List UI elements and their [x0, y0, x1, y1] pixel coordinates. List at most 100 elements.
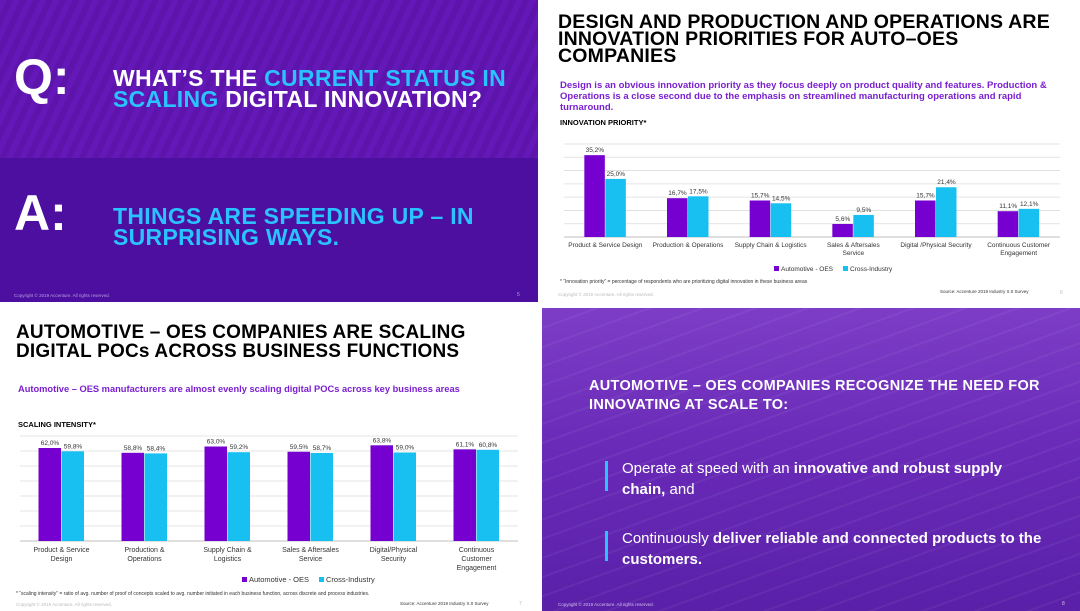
question-post: DIGITAL INNOVATION?: [218, 86, 483, 112]
scaling-intensity-chart: 62,0% 59,8% Product & Service Design 58,8% 58…: [20, 435, 518, 584]
bar: [453, 449, 476, 541]
bar: [144, 453, 167, 541]
legend-swatch: [242, 577, 247, 582]
bar: [997, 211, 1019, 237]
slide-subtitle: Design is an obvious innovation priority…: [560, 80, 1047, 113]
bar: [204, 446, 227, 541]
background-texture: [542, 308, 1080, 611]
bar: [688, 196, 709, 237]
chart-title: INNOVATION PRIORITY*: [560, 118, 647, 127]
category-label: Operations: [127, 556, 162, 563]
category-label: Sales & Aftersales: [282, 547, 339, 554]
data-label: 58,8%: [124, 445, 143, 452]
footnote: * “scaling intensity” = ratio of avg. nu…: [16, 591, 370, 597]
bar: [310, 452, 333, 541]
legend-label: Automotive - OES: [249, 575, 309, 584]
question-band: [0, 0, 538, 158]
legend-swatch: [843, 266, 848, 271]
slide-heading: AUTOMOTIVE – OES COMPANIES RECOGNIZE THE…: [589, 378, 1040, 413]
category-label: Logistics: [214, 556, 242, 563]
bullet-item: Operate at speed with an innovative and …: [605, 458, 1048, 500]
category-label: Security: [381, 556, 407, 563]
category-label: Continuous: [459, 547, 495, 554]
bullet-bold: deliver reliable and connected products …: [622, 530, 1042, 568]
category-label: Production &: [124, 547, 164, 554]
bar: [936, 187, 957, 237]
question-pre: WHAT’S THE: [113, 65, 265, 91]
answer-band: [0, 158, 538, 302]
bullet-text: Operate at speed with an innovative and …: [608, 458, 1048, 500]
bar: [121, 452, 144, 541]
bullet-item: Continuously deliver reliable and connec…: [605, 528, 1048, 570]
bar: [749, 200, 771, 237]
a-letter: A:: [14, 185, 67, 241]
legend-label: Cross-Industry: [326, 575, 375, 584]
bar: [227, 452, 250, 541]
data-label: 59,8%: [64, 443, 83, 450]
bar: [853, 214, 874, 237]
bar: [667, 198, 688, 237]
data-label: 11,1%: [999, 203, 1017, 210]
bar: [1018, 208, 1040, 237]
bar: [61, 451, 84, 541]
data-label: 15,7%: [916, 192, 935, 199]
data-label: 17,5%: [689, 188, 708, 195]
data-label: 62,0%: [41, 440, 60, 447]
data-label: 16,7%: [668, 190, 687, 197]
bar: [584, 155, 605, 237]
slide-title: DESIGN AND PRODUCTION AND OPERATIONS ARE…: [558, 11, 1050, 67]
bullet-post: and: [665, 481, 695, 498]
bar: [915, 200, 936, 237]
legend-swatch: [319, 577, 324, 582]
category-label: Digital/Physical: [370, 547, 418, 554]
copyright: Copyright © 2019 Accenture. All rights r…: [558, 292, 654, 297]
bullet-bold: innovative and robust supply chain,: [622, 460, 1003, 498]
category-label: Production & Operations: [653, 242, 725, 249]
bar: [38, 448, 61, 541]
data-label: 58,4%: [147, 445, 166, 452]
copyright: Copyright © 2019 Accenture. All rights r…: [16, 602, 112, 607]
data-label: 59,2%: [230, 444, 249, 451]
copyright: Copyright © 2019 Accenture. All rights r…: [14, 293, 110, 298]
data-label: 61,1%: [456, 441, 475, 448]
bullet-marker: [605, 531, 608, 561]
footnote: * “Innovation priority” = percentage of …: [560, 279, 808, 285]
source: Source: Accenture 2019 Industry X.0 Surv…: [940, 289, 1029, 294]
scaling-intensity-slide: AUTOMOTIVE – OES COMPANIES ARE SCALING D…: [0, 308, 538, 611]
data-label: 63,0%: [207, 439, 226, 446]
data-label: 15,7%: [751, 192, 770, 199]
bar: [832, 223, 853, 237]
background-image: [542, 308, 1080, 611]
category-label: Supply Chain &: [203, 547, 252, 554]
data-label: 12,1%: [1020, 201, 1039, 208]
source: Source: Accenture 2019 Industry X.0 Surv…: [400, 601, 489, 606]
bar: [476, 449, 499, 541]
question-highlight: CURRENT STATUS IN SCALING: [113, 65, 506, 112]
slide-title: AUTOMOTIVE – OES COMPANIES ARE SCALING D…: [16, 322, 466, 362]
category-label: Service: [842, 250, 864, 257]
bullet-text: Continuously deliver reliable and connec…: [608, 528, 1048, 570]
question-text: WHAT’S THE CURRENT STATUS IN SCALING DIG…: [113, 65, 513, 112]
page-number: 6: [1060, 290, 1063, 296]
page-number: 5: [517, 292, 520, 298]
category-label: Sales & Aftersales: [827, 242, 880, 249]
bullet-marker: [605, 461, 608, 491]
q-letter: Q:: [14, 49, 70, 105]
innovation-priority-slide: DESIGN AND PRODUCTION AND OPERATIONS ARE…: [542, 0, 1080, 302]
data-label: 59,0%: [396, 445, 415, 452]
category-label: Engagement: [1000, 250, 1037, 257]
data-label: 25,0%: [607, 171, 626, 178]
bar: [770, 203, 792, 237]
data-label: 60,8%: [479, 442, 498, 449]
copyright: Copyright © 2019 Accenture. All rights r…: [558, 602, 654, 607]
category-label: Product & Service Design: [568, 242, 642, 249]
data-label: 58,7%: [313, 445, 332, 452]
bar: [393, 452, 416, 541]
legend-swatch: [774, 266, 779, 271]
page-number: 8: [1062, 601, 1065, 607]
question-slide: Q: WHAT’S THE CURRENT STATUS IN SCALING …: [0, 0, 538, 302]
bullet-pre: Continuously: [622, 530, 713, 547]
bar: [370, 445, 393, 541]
scale-need-slide: AUTOMOTIVE – OES COMPANIES RECOGNIZE THE…: [542, 308, 1080, 611]
